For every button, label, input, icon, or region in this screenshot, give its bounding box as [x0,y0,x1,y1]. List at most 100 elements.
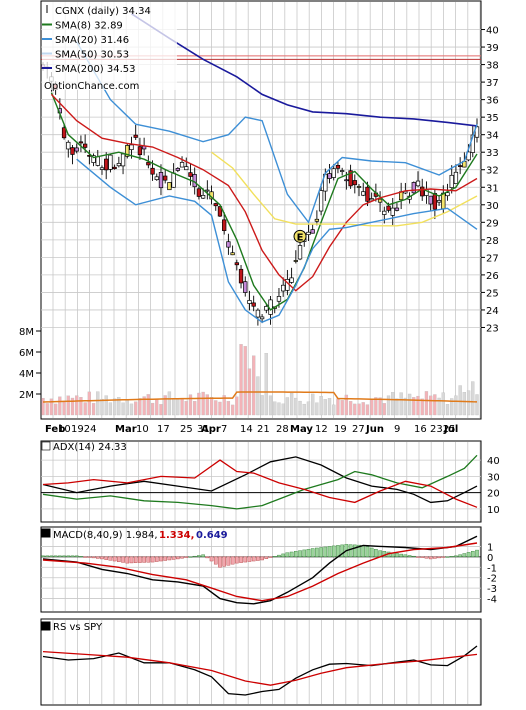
macd-histogram-bar [112,556,117,562]
volume-bar [441,392,445,416]
volume-bar [466,390,471,416]
volume-bar [361,402,365,416]
macd-histogram-bar [437,556,441,559]
candle-body [78,141,84,144]
macd-histogram-bar [154,556,159,562]
macd-histogram-value: 0.649 [196,530,228,541]
volume-bar [176,398,180,416]
candle-body [247,300,252,304]
candle-body [382,210,387,215]
candle-body [441,192,446,210]
volume-tick-label: 4M [19,369,34,380]
candle-body [457,165,463,167]
x-axis-label: 21 [257,424,270,435]
x-axis-label: 1924 [71,424,96,435]
macd-histogram-bar [218,556,222,568]
macd-histogram-bar [420,556,425,558]
candle-body [192,174,197,188]
volume-bar [79,397,83,416]
candle-body [234,262,239,266]
macd-tick-label: -4 [487,595,497,606]
volume-bar [462,392,467,416]
candle-body [213,203,218,207]
volume-average-line [42,391,478,403]
macd-histogram-bar [310,548,315,558]
volume-bar [75,395,79,416]
candle-body [415,180,421,187]
candle-body [82,143,88,148]
candle-body [394,207,400,211]
candle-body [150,167,155,175]
candle-body [112,166,117,170]
volume-bar [230,404,235,416]
macd-histogram-bar [289,551,294,558]
volume-bar [429,395,433,416]
volume-bar [323,399,327,416]
candle-body [125,145,130,157]
earnings-marker-label: E [297,232,304,243]
macd-histogram-bar [281,553,285,558]
macd-histogram-bar [475,549,479,558]
candle-body [133,134,138,138]
price-candles [40,61,480,326]
adx-line-adx [42,456,478,504]
candle-body [179,162,185,168]
volume-bar [146,394,150,416]
volume-bar [49,398,54,416]
volume-bar [209,397,214,416]
candle-body [281,284,286,292]
candle-body [289,277,294,283]
volume-bar [281,403,285,416]
volume-bar [277,402,281,416]
macd-histogram-bar [45,555,50,558]
macd-histogram-bar [129,556,134,564]
candle-body [361,191,366,196]
candle-body [432,193,438,210]
macd-histogram-bar [424,556,429,559]
volume-bar [273,401,277,416]
candle-body [352,180,357,186]
volume-bar [96,391,100,416]
macd-histogram-bar [428,556,433,560]
candle-body [95,156,100,166]
volume-bar [45,403,49,416]
macd-histogram-bar [247,556,252,562]
volume-bar [391,392,395,416]
macd-histogram-bar [256,556,260,561]
rs-title: RS vs SPY [53,622,103,633]
price-line-lower-bollinger [76,158,478,323]
macd-histogram-bar [49,555,54,558]
volume-bar [412,397,416,416]
volume-bar [155,398,159,416]
axis-labels: 40 39 38 37 36 35 34 33 32 31 30 29 28 27 26 25 24 23 8M 6M… [19,26,500,633]
volume-bar [332,404,336,416]
candle-body [314,218,320,222]
macd-histogram-bar [399,553,403,558]
volume-bar [201,391,205,416]
chart-legend: CGNX (daily) 34.34 SMA(8) 32.89 SMA(20) 31… [41,2,177,631]
macd-tick-label: 0 [487,553,493,564]
macd-histogram-bar [416,556,420,558]
adx-line--di [42,459,478,508]
x-axis-label: 10 [136,424,149,435]
volume-bar [327,398,332,416]
price-tick-label: 32 [486,166,499,177]
macd-histogram-bar [433,556,437,559]
candle-body [226,241,231,248]
candle-body [108,154,113,170]
volume-bar [407,393,412,416]
candle-body [66,141,71,150]
macd-histogram-bar [167,556,172,561]
x-axis-label: 28 [276,424,289,435]
volume-tick-label: 2M [19,390,34,401]
candle-body [196,188,202,197]
macd-histogram-bar [226,556,231,566]
volume-bar [382,403,386,416]
candle-body [293,260,298,262]
x-axis-label: 10 [58,424,71,435]
volume-bar [475,394,479,416]
volume-bar [121,402,125,416]
candle-body [243,281,248,293]
price-tick-label: 38 [486,61,499,72]
volume-bar [365,404,370,416]
